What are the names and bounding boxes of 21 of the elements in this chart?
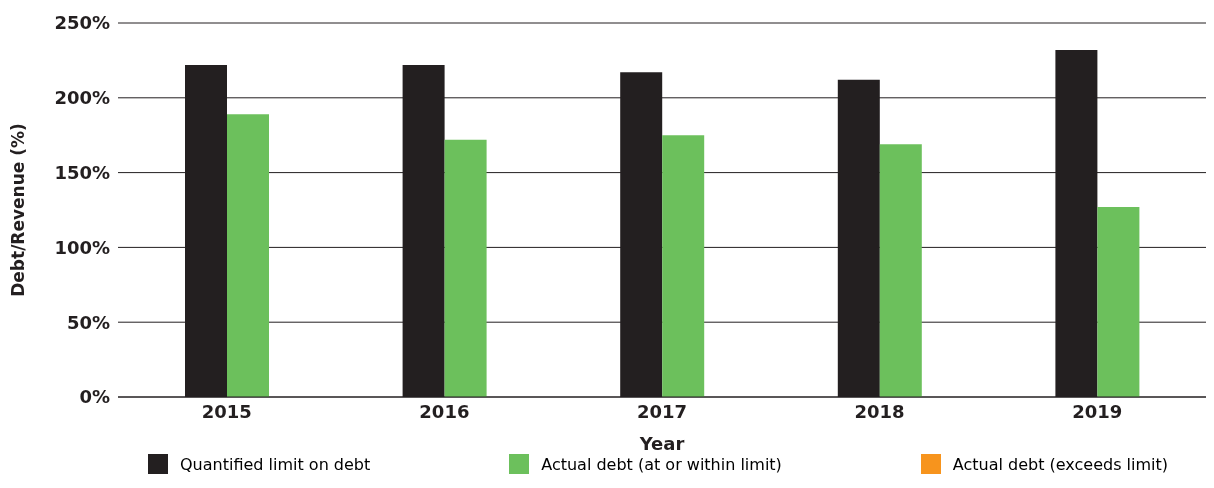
bar bbox=[1097, 207, 1140, 397]
x-tick-label: 2015 bbox=[201, 400, 252, 422]
y-tick-label: 0% bbox=[79, 386, 110, 408]
bar bbox=[444, 139, 487, 397]
x-axis-title: Year bbox=[638, 433, 685, 454]
bar bbox=[879, 144, 922, 397]
y-tick-label: 250% bbox=[54, 12, 110, 34]
y-tick-label: 200% bbox=[54, 87, 110, 109]
legend-label: Actual debt (at or within limit) bbox=[541, 454, 782, 474]
y-tick-label: 50% bbox=[66, 311, 110, 333]
y-tick-label: 100% bbox=[54, 236, 110, 258]
x-tick-label: 2017 bbox=[636, 400, 688, 422]
x-tick-label: 2019 bbox=[1072, 400, 1123, 422]
bar bbox=[662, 135, 705, 397]
x-tick-label: 2018 bbox=[854, 400, 905, 422]
bar bbox=[227, 114, 269, 397]
legend-label: Actual debt (exceeds limit) bbox=[952, 454, 1168, 474]
legend-label: Quantified limit on debt bbox=[180, 454, 371, 474]
x-tick-label: 2016 bbox=[419, 400, 470, 422]
y-axis-title: Debt/Revenue (%) bbox=[8, 123, 29, 297]
y-tick-label: 150% bbox=[54, 161, 110, 183]
